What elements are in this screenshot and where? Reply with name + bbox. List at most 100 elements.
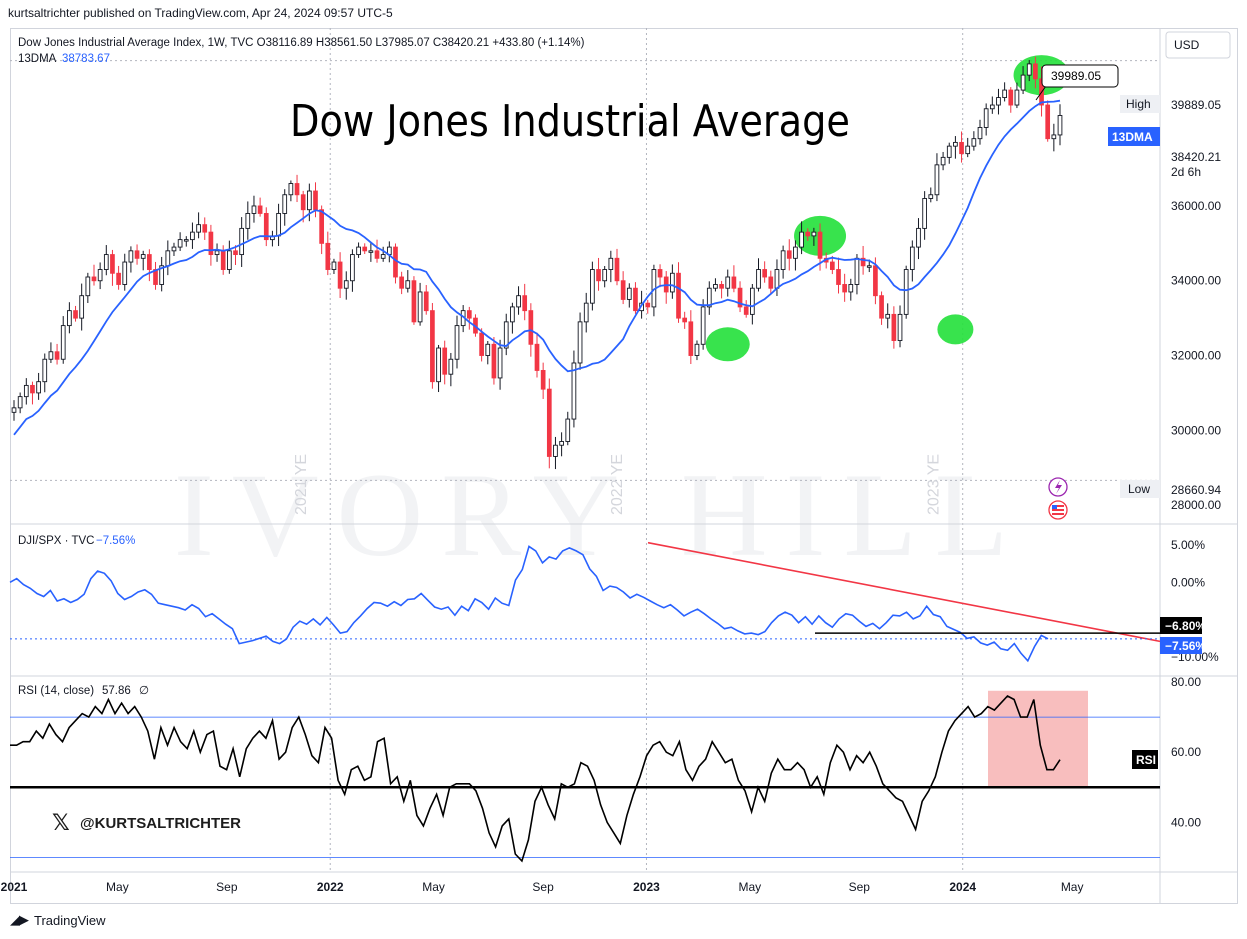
candle-body [743, 306, 749, 315]
ratio-pane: 5.00%0.00%−10.00% [9, 538, 1219, 664]
candle-body [399, 276, 404, 289]
candle-body [731, 276, 737, 289]
low-tag: Low [1128, 482, 1150, 496]
candle-body [263, 212, 269, 241]
candle-body [756, 269, 761, 289]
candle-body [546, 388, 552, 457]
candle-body [522, 295, 528, 312]
candle-body [602, 269, 608, 282]
us-flag-canton [1052, 505, 1057, 509]
publisher-line: kurtsaltrichter published on TradingView… [8, 6, 393, 20]
candle-body [227, 250, 232, 270]
candle-body [442, 347, 448, 375]
candle-body [91, 276, 97, 282]
ratio-line [9, 545, 1049, 663]
year-end-label-2021: 2021 YE [293, 454, 310, 515]
candle-body [897, 313, 903, 342]
candle-body [1002, 89, 1007, 99]
callout-pointer [1035, 85, 1047, 101]
candle-body [706, 287, 712, 308]
candle-body [811, 231, 817, 237]
candle-body [503, 321, 509, 349]
peak-callout: 39989.05 [1051, 69, 1101, 83]
candle-body [700, 306, 706, 345]
price-tick-label: 32000.00 [1171, 349, 1221, 363]
candle-body [516, 295, 521, 308]
candle-body [313, 190, 318, 211]
us-flag-stripe [1052, 513, 1064, 515]
time-axis-label: 2021 [1, 880, 28, 894]
candle-body [436, 347, 441, 383]
13dma-line [13, 99, 1061, 436]
twitter-handle: @KURTSALTRICHTER [80, 815, 241, 832]
candle-body [245, 212, 251, 229]
candle-body [553, 444, 558, 457]
candle-body [454, 325, 460, 360]
candle-body [337, 261, 343, 289]
candle-body [319, 209, 324, 244]
rsi-label: RSI (14, close) [18, 685, 94, 697]
price-axis-ticks: 28000.00 30000.00 32000.00 34000.00 36000.00 [1171, 199, 1221, 512]
candle-body [633, 287, 638, 312]
candle-body [11, 407, 17, 413]
candle-body [134, 250, 140, 259]
ratio-trendline [647, 541, 1161, 643]
candle-body [177, 239, 183, 248]
candle-body [110, 254, 115, 274]
currency-button-bg[interactable] [1165, 31, 1231, 59]
candle-body [362, 246, 368, 252]
candle-body [300, 194, 306, 211]
candle-body [885, 313, 891, 319]
time-axis-label: Sep [216, 880, 238, 894]
candle-body [491, 343, 497, 379]
peak-callout-box [1041, 64, 1119, 88]
candle-body [140, 254, 146, 259]
candle-body [208, 231, 214, 256]
candle-body [60, 325, 66, 360]
candle-body [713, 284, 718, 289]
candle-body [965, 145, 971, 155]
candle-body [866, 265, 872, 268]
footer: ◢▶ TradingView [10, 912, 106, 928]
candle-body [368, 250, 374, 253]
candle-body [922, 198, 927, 229]
candle-body [17, 396, 23, 409]
candle-body [239, 227, 245, 256]
rsi-badge: RSI [1136, 753, 1156, 767]
candle-body [466, 310, 472, 319]
price-tick-label: 30000.00 [1171, 423, 1221, 437]
candle-body [48, 351, 54, 360]
candle-body [879, 295, 884, 319]
candle-body [147, 254, 152, 270]
high-low-lines [10, 60, 1160, 481]
candle-body [73, 310, 78, 319]
candle-body [196, 224, 201, 233]
rsi-overbought-highlight [988, 690, 1088, 788]
candle-body [940, 156, 946, 166]
us-flag-stripe [1052, 505, 1064, 507]
tradingview-logo-icon: ◢▶ [10, 912, 29, 927]
candle-body [540, 370, 546, 390]
ratio-tick-label: 0.00% [1171, 575, 1205, 589]
year-end-label-2023: 2023 YE [925, 454, 942, 515]
candle-body [1057, 115, 1063, 136]
candle-body [793, 246, 798, 259]
ma-value: 38783.67 [62, 53, 110, 65]
lightning-icon-glyph [1055, 480, 1062, 494]
rsi-tick-label: 60.00 [1171, 745, 1201, 759]
ma-label: 13DMA [18, 53, 57, 65]
candle-body [36, 381, 41, 394]
candle-body [909, 246, 915, 270]
chart-canvas[interactable]: IVORY HILL 28000.00 30000.00 32000.00 34000… [0, 0, 1247, 910]
candle-body [971, 138, 977, 147]
currency-button[interactable]: USD [1174, 38, 1200, 52]
candle-body [657, 269, 663, 278]
time-axis-label: 2024 [949, 880, 976, 894]
candle-body [750, 287, 755, 315]
price-tick-label: 36000.00 [1171, 199, 1221, 213]
green-marker [705, 327, 750, 362]
candle-body [288, 183, 294, 196]
candle-body [836, 269, 841, 285]
candle-body [405, 280, 411, 289]
candle-body [171, 246, 177, 252]
